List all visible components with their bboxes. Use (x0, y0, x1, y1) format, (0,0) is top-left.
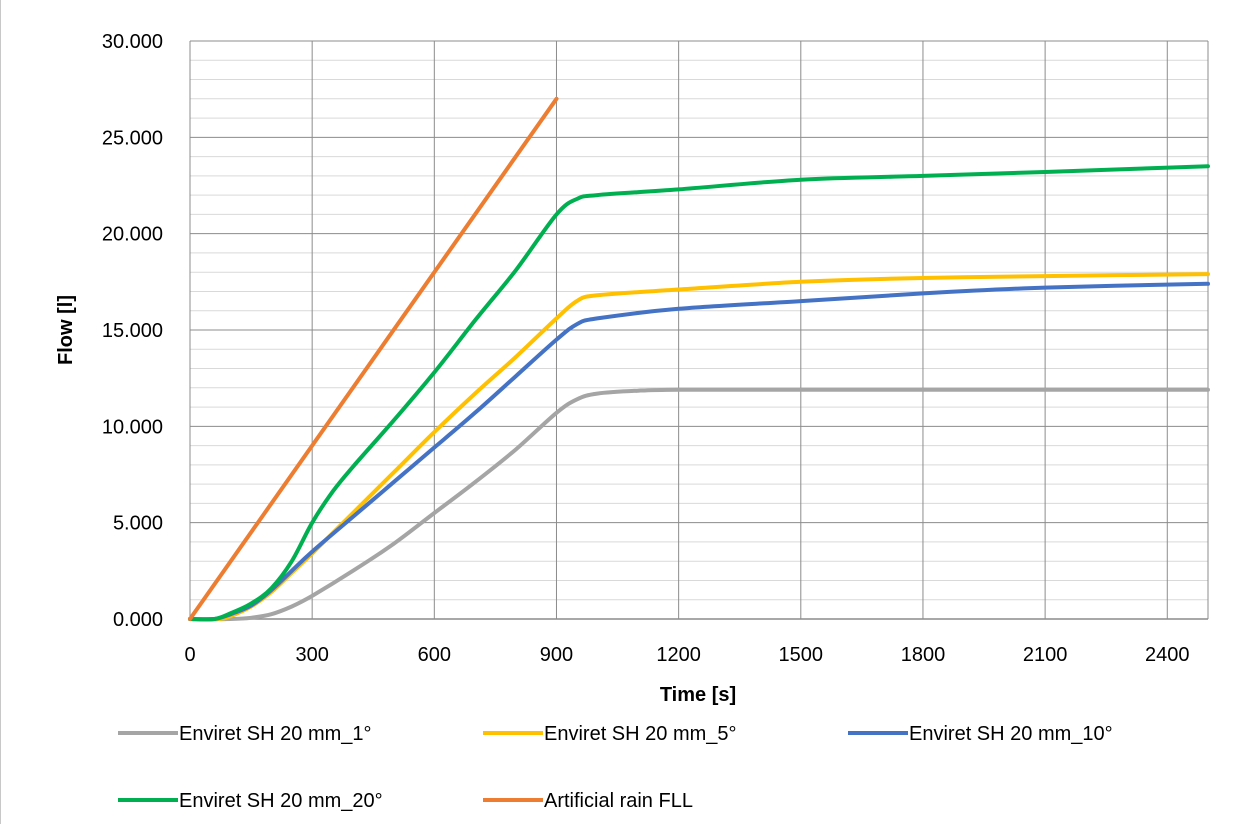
series-line-3 (188, 281, 1210, 622)
x-tick-label: 300 (295, 644, 328, 666)
legend-label: Enviret SH 20 mm_1° (179, 723, 372, 745)
legend-label: Artificial rain FLL (544, 790, 693, 812)
y-axis-title: Flow [l] (55, 295, 77, 365)
series-line-2 (188, 272, 1210, 622)
y-tick-label: 10.000 (102, 416, 163, 438)
x-tick-label: 0 (184, 644, 195, 666)
major-gridlines (189, 40, 1208, 620)
series-line-4 (188, 164, 1210, 622)
y-tick-label: 5.000 (113, 513, 163, 535)
x-tick-label: 1500 (779, 644, 824, 666)
legend: Enviret SH 20 mm_1° Enviret SH 20 mm_5° En… (118, 723, 1113, 812)
series-lines (188, 96, 1210, 622)
left-border-line (0, 0, 1, 824)
x-tick-label: 2400 (1145, 644, 1190, 666)
x-axis-tick-labels: 0 300 600 900 1200 1500 1800 2100 2400 (184, 644, 1189, 666)
x-tick-label: 1800 (901, 644, 946, 666)
y-axis-tick-labels: 0.000 5.000 10.000 15.000 20.000 25.000 30.000 (102, 31, 163, 631)
y-tick-label: 0.000 (113, 609, 163, 631)
x-tick-label: 900 (540, 644, 573, 666)
y-tick-label: 25.000 (102, 127, 163, 149)
series-line-1 (188, 387, 1210, 622)
plot-area (190, 41, 1209, 620)
series-line-5 (188, 96, 559, 621)
legend-label: Enviret SH 20 mm_20° (179, 790, 383, 812)
x-tick-label: 1200 (656, 644, 701, 666)
y-tick-label: 15.000 (102, 320, 163, 342)
y-tick-label: 30.000 (102, 31, 163, 53)
legend-label: Enviret SH 20 mm_5° (544, 723, 737, 745)
x-tick-label: 600 (418, 644, 451, 666)
x-axis-title: Time [s] (660, 684, 736, 706)
legend-label: Enviret SH 20 mm_10° (909, 723, 1113, 745)
y-tick-label: 20.000 (102, 224, 163, 246)
x-tick-label: 2100 (1023, 644, 1068, 666)
